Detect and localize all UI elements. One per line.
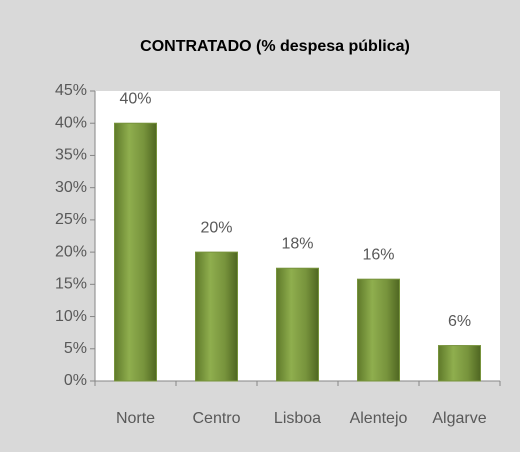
y-tick-label: 25% <box>55 211 87 228</box>
y-tick-label: 30% <box>55 179 87 196</box>
data-label: 18% <box>281 235 313 252</box>
x-tick-label: Algarve <box>432 410 486 427</box>
y-tick-label: 35% <box>55 147 87 164</box>
y-tick-label: 10% <box>55 308 87 325</box>
y-tick-label: 45% <box>55 82 87 99</box>
y-tick-label: 5% <box>64 340 87 357</box>
x-tick-label: Centro <box>192 410 240 427</box>
y-tick-label: 0% <box>64 372 87 389</box>
bar <box>357 278 400 382</box>
chart-title: CONTRATADO (% despesa pública) <box>140 38 410 55</box>
bar <box>438 345 481 382</box>
y-tick-label: 40% <box>55 114 87 131</box>
data-label: 20% <box>200 219 232 236</box>
bar <box>276 267 319 382</box>
data-label: 6% <box>448 313 471 330</box>
x-tick-label: Norte <box>116 410 155 427</box>
y-tick-label: 15% <box>55 276 87 293</box>
bar <box>114 122 157 382</box>
x-tick-label: Alentejo <box>350 410 408 427</box>
x-tick-label: Lisboa <box>274 410 321 427</box>
bar <box>195 251 238 382</box>
data-label: 16% <box>362 246 394 263</box>
y-tick-label: 20% <box>55 243 87 260</box>
data-label: 40% <box>119 90 151 107</box>
